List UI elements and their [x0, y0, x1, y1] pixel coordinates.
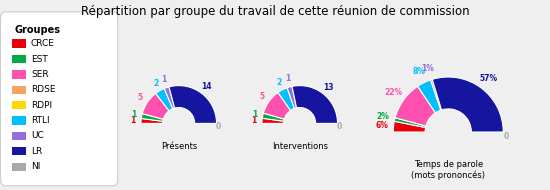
Wedge shape [432, 77, 503, 132]
Text: CRCE: CRCE [31, 39, 55, 48]
Text: 0: 0 [216, 122, 221, 131]
Text: 5: 5 [138, 93, 143, 102]
Bar [12, 70, 26, 79]
Wedge shape [169, 86, 217, 124]
Text: 2: 2 [276, 78, 281, 87]
Wedge shape [262, 113, 284, 121]
Text: 1: 1 [130, 116, 135, 125]
FancyBboxPatch shape [1, 12, 118, 186]
Text: 57%: 57% [479, 74, 497, 83]
Text: RDSE: RDSE [31, 85, 56, 94]
Wedge shape [141, 114, 163, 121]
Text: 1%: 1% [421, 64, 434, 73]
Wedge shape [263, 93, 290, 119]
Bar [12, 162, 26, 171]
Bar [12, 55, 26, 63]
Bar [12, 132, 26, 140]
Wedge shape [417, 80, 441, 113]
Text: 8%: 8% [412, 67, 425, 76]
Text: 13: 13 [323, 83, 334, 92]
Text: EST: EST [31, 55, 48, 63]
Text: NI: NI [31, 162, 40, 171]
Text: RDPI: RDPI [31, 101, 52, 110]
Text: 14: 14 [202, 82, 212, 91]
Text: 1: 1 [252, 109, 257, 119]
Text: 5: 5 [260, 92, 265, 101]
Text: 0: 0 [337, 122, 342, 131]
Wedge shape [278, 88, 294, 110]
Text: 1: 1 [285, 74, 290, 83]
Text: Interventions: Interventions [272, 142, 328, 151]
Wedge shape [395, 86, 436, 126]
Text: Répartition par groupe du travail de cette réunion de commission: Répartition par groupe du travail de cet… [81, 5, 469, 18]
Bar [12, 40, 26, 48]
Bar [12, 86, 26, 94]
Text: 1: 1 [251, 116, 256, 125]
Text: Groupes: Groupes [14, 25, 60, 35]
Wedge shape [262, 118, 284, 124]
Wedge shape [431, 79, 442, 110]
Wedge shape [287, 86, 296, 108]
Bar [12, 116, 26, 125]
Wedge shape [393, 121, 426, 132]
Bar [12, 147, 26, 155]
Text: SER: SER [31, 70, 48, 79]
Text: 1: 1 [131, 110, 136, 119]
Text: RTLI: RTLI [31, 116, 50, 125]
Text: UC: UC [31, 131, 43, 140]
Wedge shape [292, 86, 338, 124]
Wedge shape [164, 87, 175, 109]
Text: LR: LR [31, 147, 42, 156]
Wedge shape [394, 118, 426, 127]
Wedge shape [156, 89, 173, 111]
Text: Temps de parole
(mots prononcés): Temps de parole (mots prononcés) [411, 159, 485, 180]
Text: 6%: 6% [375, 121, 388, 130]
Text: 22%: 22% [384, 88, 403, 97]
Text: 0: 0 [503, 132, 509, 141]
Text: 1: 1 [161, 75, 167, 84]
Text: Présents: Présents [161, 142, 197, 151]
Text: 2%: 2% [376, 112, 389, 121]
Bar [12, 101, 26, 109]
Wedge shape [141, 119, 163, 124]
Wedge shape [142, 93, 169, 119]
Text: 2: 2 [153, 79, 158, 88]
